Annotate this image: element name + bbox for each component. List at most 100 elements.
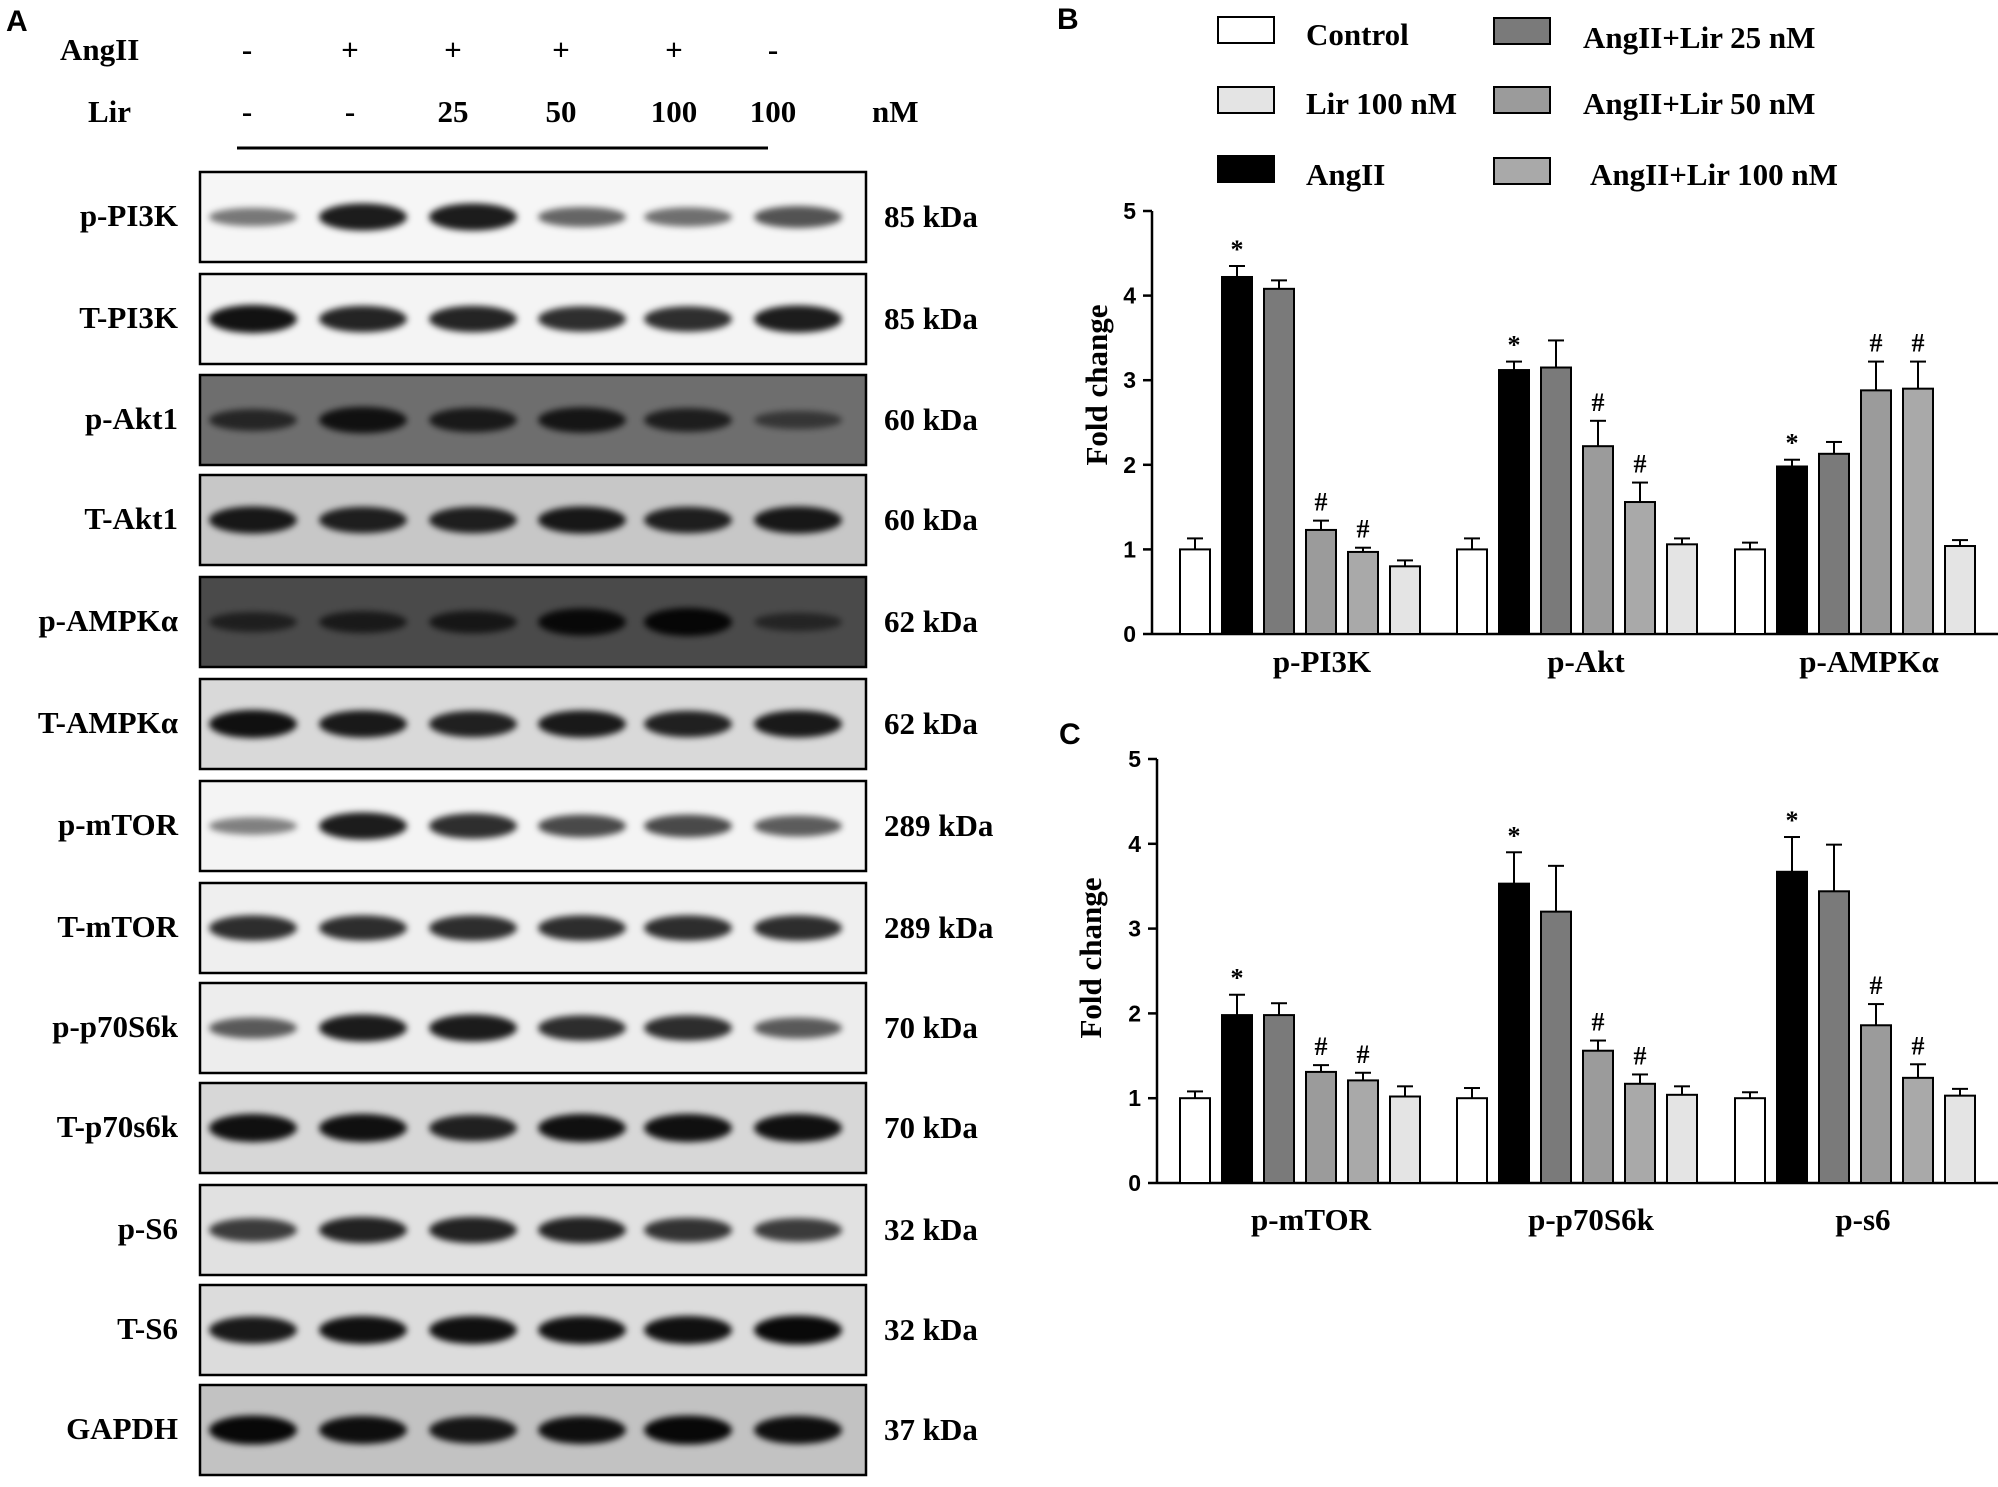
significance-mark: # — [1357, 515, 1370, 544]
blot-band — [319, 506, 407, 534]
legend-label: Lir 100 nM — [1306, 86, 1457, 121]
blot-band — [209, 506, 297, 534]
blot-band — [754, 1017, 842, 1039]
blot-band — [754, 710, 842, 738]
blot-band — [538, 1015, 626, 1041]
legend-item-5: AngII+Lir 50 nM — [1493, 86, 1815, 121]
blot-band — [754, 1315, 842, 1345]
blot-band — [209, 1415, 297, 1445]
y-tick-label: 5 — [1128, 746, 1141, 772]
blot-band — [644, 207, 732, 227]
legend-swatch — [1217, 86, 1275, 114]
significance-mark: * — [1231, 964, 1244, 993]
blot-row-2: T-PI3K 85 kDa — [79, 272, 978, 366]
blot-band — [429, 305, 517, 333]
legend-item-1: Control — [1217, 16, 1409, 52]
treatment-value-lir-lane-6: 100 — [750, 94, 797, 129]
treatment-value-lir-lane-1: - — [242, 94, 252, 129]
blot-band — [429, 610, 517, 634]
blot-band — [429, 1014, 517, 1042]
significance-mark: * — [1786, 429, 1799, 458]
blot-band — [319, 611, 407, 633]
blot-band — [754, 1218, 842, 1242]
blot-protein-label: p-p70S6k — [52, 1009, 179, 1044]
legend-label: AngII+Lir 100 nM — [1590, 157, 1838, 192]
blot-band — [538, 915, 626, 941]
blot-kda-label: 60 kDa — [884, 502, 978, 537]
blot-band — [429, 506, 517, 534]
blot-band — [209, 817, 297, 835]
treatment-label-angii: AngII — [60, 32, 139, 67]
blot-band — [209, 709, 297, 739]
bar — [1944, 545, 1976, 635]
blot-band — [644, 506, 732, 534]
bar — [1776, 465, 1808, 635]
blot-protein-label: p-PI3K — [80, 198, 178, 233]
blot-protein-label: p-mTOR — [58, 807, 179, 842]
bar — [1624, 501, 1656, 635]
blot-band — [644, 607, 732, 637]
blot-band — [644, 408, 732, 432]
bar — [1179, 548, 1211, 636]
treatment-value-lir-lane-3: 25 — [438, 94, 469, 129]
blot-band — [319, 305, 407, 333]
blot-protein-label: GAPDH — [66, 1411, 178, 1446]
legend: Control Lir 100 nM AngII AngII+Lir 25 nM Ang… — [1217, 16, 1838, 192]
bar — [1263, 1014, 1295, 1185]
blot-band — [538, 407, 626, 433]
blot-kda-label: 85 kDa — [884, 199, 978, 234]
x-category-label: p-p70S6k — [1528, 1202, 1655, 1237]
blot-band — [209, 915, 297, 941]
blot-kda-label: 62 kDa — [884, 604, 978, 639]
legend-item-6: AngII+Lir 100 nM — [1493, 157, 1838, 192]
blot-band — [754, 506, 842, 534]
treatment-value-angii-lane-2: + — [341, 32, 359, 67]
blot-protein-label: p-Akt1 — [85, 401, 178, 436]
significance-mark: # — [1870, 971, 1883, 1000]
blot-row-6: T-AMPKα 62 kDa — [38, 677, 978, 771]
blot-row-9: p-p70S6k 70 kDa — [52, 981, 978, 1075]
bar — [1221, 1014, 1253, 1185]
y-tick-label: 1 — [1128, 1085, 1141, 1111]
bar — [1624, 1082, 1656, 1185]
blot-band — [538, 1113, 626, 1143]
bar — [1818, 452, 1850, 635]
bar — [1179, 1097, 1211, 1184]
blot-band — [429, 407, 517, 433]
bar — [1666, 543, 1698, 635]
treatment-value-angii-lane-1: - — [242, 32, 252, 67]
blot-band — [538, 608, 626, 636]
blot-row-5: p-AMPKα 62 kDa — [38, 575, 978, 669]
significance-mark: # — [1634, 1041, 1647, 1070]
blot-band — [319, 915, 407, 941]
blot-band — [538, 1415, 626, 1445]
y-tick-label: 5 — [1123, 198, 1136, 224]
blot-band — [754, 305, 842, 333]
blot-band — [319, 1315, 407, 1345]
bar — [1734, 548, 1766, 636]
significance-mark: # — [1315, 1032, 1328, 1061]
blot-kda-label: 289 kDa — [884, 808, 994, 843]
x-category-label: p-mTOR — [1251, 1202, 1372, 1237]
blot-kda-label: 70 kDa — [884, 1110, 978, 1145]
blot-band — [319, 710, 407, 738]
blot-band — [429, 203, 517, 231]
y-tick-label: 0 — [1128, 1170, 1141, 1196]
blot-band — [209, 1017, 297, 1039]
legend-item-3: AngII — [1217, 155, 1385, 192]
y-tick-label: 4 — [1123, 283, 1136, 309]
bar — [1305, 1070, 1337, 1184]
blot-band — [429, 1416, 517, 1444]
blot-kda-label: 70 kDa — [884, 1010, 978, 1045]
bar — [1944, 1094, 1976, 1185]
blot-kda-label: 60 kDa — [884, 402, 978, 437]
x-category-label: p-AMPKα — [1799, 644, 1939, 679]
blot-row-1: p-PI3K 85 kDa — [80, 170, 978, 264]
legend-swatch — [1493, 86, 1551, 114]
y-tick-label: 4 — [1128, 831, 1141, 857]
significance-mark: # — [1592, 388, 1605, 417]
blot-protein-label: T-AMPKα — [38, 705, 178, 740]
blot-row-11: p-S6 32 kDa — [118, 1183, 978, 1277]
treatment-value-lir-lane-2: - — [345, 94, 355, 129]
significance-mark: # — [1634, 450, 1647, 479]
